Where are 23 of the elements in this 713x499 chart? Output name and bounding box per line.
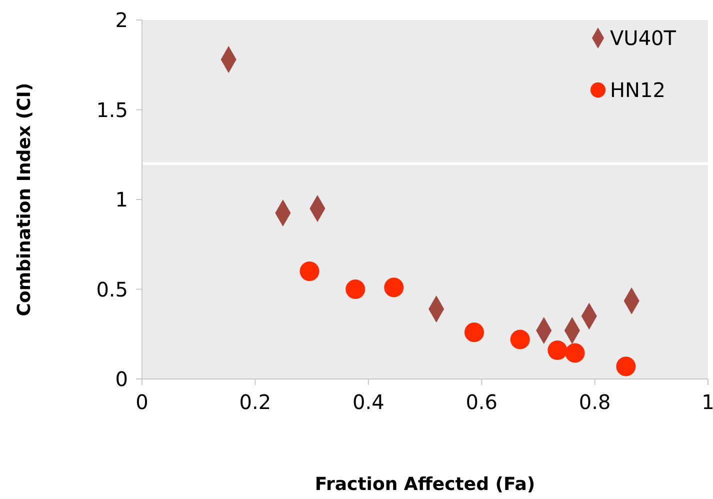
x-tick-label: 0.6 [466,390,498,414]
x-axis-title: Fraction Affected (Fa) [314,474,536,495]
x-tick-label: 0 [136,390,148,414]
y-tick-label: 0.5 [96,277,128,302]
y-tick-label: 0 [115,367,128,391]
x-tick-label: 0.8 [578,390,611,414]
legend-label: VU40T [610,26,677,50]
x-tick-label: 1 [702,390,713,414]
x-tick-label: 0.4 [352,390,384,414]
point [510,330,530,350]
y-tick-label: 1.5 [96,98,128,122]
point [548,340,568,360]
point [464,322,484,342]
y-tick-label: 2 [115,8,128,32]
y-tick-label: 1 [115,188,128,212]
point [384,278,404,298]
point [565,343,585,363]
x-tick-label: 0.2 [239,390,272,414]
point [616,356,636,376]
point [300,262,320,282]
point [346,279,366,300]
y-axis-title: Combination Index (CI) [14,82,35,316]
legend-label: HN12 [610,78,666,102]
